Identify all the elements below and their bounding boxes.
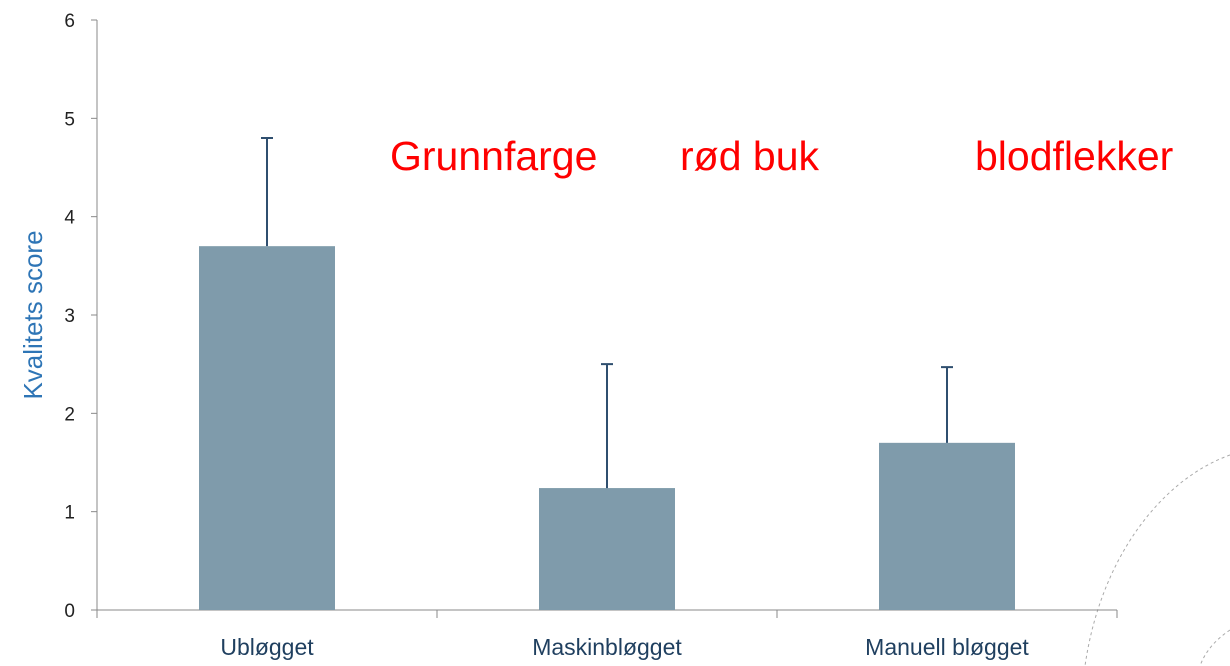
- y-tick-label: 4: [64, 208, 75, 229]
- y-tick-label: 1: [64, 503, 75, 524]
- error-bar: [261, 137, 273, 247]
- annotation: rød buk: [680, 133, 819, 179]
- error-bar: [601, 363, 613, 489]
- x-tick-label: Maskinbløgget: [532, 634, 682, 660]
- y-tick-label: 3: [64, 306, 75, 327]
- error-bar: [941, 366, 953, 443]
- y-tick-label: 5: [64, 109, 75, 130]
- bar: [879, 442, 1015, 610]
- y-tick-label: 6: [64, 11, 75, 32]
- y-tick-label: 2: [64, 404, 75, 425]
- bar: [199, 246, 335, 610]
- decoration: [1199, 629, 1230, 666]
- y-axis-label: Kvalitets score: [18, 230, 48, 399]
- y-tick-label: 0: [64, 601, 75, 622]
- bar: [539, 488, 675, 610]
- annotation: Grunnfarge: [390, 133, 597, 179]
- annotation: blodflekker: [975, 133, 1173, 179]
- decoration: [1084, 454, 1230, 666]
- x-tick-label: Ubløgget: [220, 634, 314, 660]
- x-tick-label: Manuell bløgget: [865, 634, 1029, 660]
